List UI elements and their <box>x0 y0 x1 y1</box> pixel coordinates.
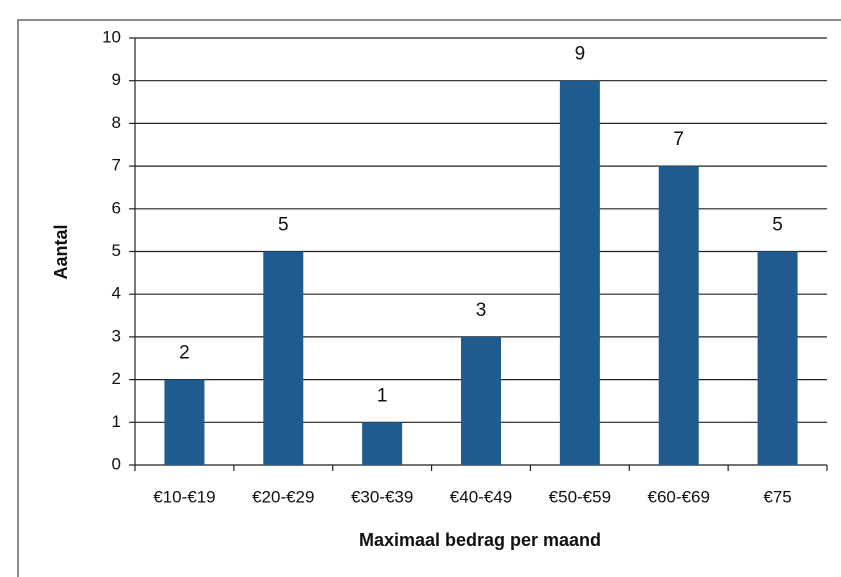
y-tick-label: 6 <box>112 198 121 217</box>
bar <box>658 166 699 465</box>
x-tick-label: €60-€69 <box>648 487 710 506</box>
x-tick-label: €50-€59 <box>549 487 611 506</box>
x-tick-label: €20-€29 <box>252 487 314 506</box>
y-tick-label: 3 <box>112 326 121 345</box>
x-tick-label: €10-€19 <box>153 487 215 506</box>
bar <box>362 422 403 465</box>
x-tick-label: €40-€49 <box>450 487 512 506</box>
y-tick-label: 4 <box>112 284 121 303</box>
bar <box>559 80 600 465</box>
data-label: 5 <box>772 215 783 236</box>
y-tick-label: 5 <box>112 241 121 260</box>
y-tick-label: 8 <box>112 113 121 132</box>
y-axis-label: Aantal <box>51 224 71 279</box>
y-tick-label: 0 <box>112 454 121 473</box>
y-tick-label: 9 <box>112 70 121 89</box>
bar <box>757 251 798 465</box>
data-label: 3 <box>476 300 487 321</box>
bar <box>164 379 205 465</box>
bar <box>263 251 304 465</box>
y-tick-label: 1 <box>112 412 121 431</box>
y-tick-label: 7 <box>112 156 121 175</box>
data-label: 1 <box>377 385 388 406</box>
x-tick-label: €30-€39 <box>351 487 413 506</box>
x-tick-label: €75 <box>763 487 791 506</box>
data-label: 7 <box>673 129 684 150</box>
chart-frame <box>17 19 841 577</box>
data-label: 5 <box>278 215 289 236</box>
data-label: 2 <box>179 343 190 364</box>
x-axis-label: Maximaal bedrag per maand <box>359 530 601 550</box>
y-tick-label: 10 <box>102 27 121 46</box>
y-tick-label: 2 <box>112 369 121 388</box>
data-label: 9 <box>575 44 586 65</box>
bar <box>461 336 501 465</box>
